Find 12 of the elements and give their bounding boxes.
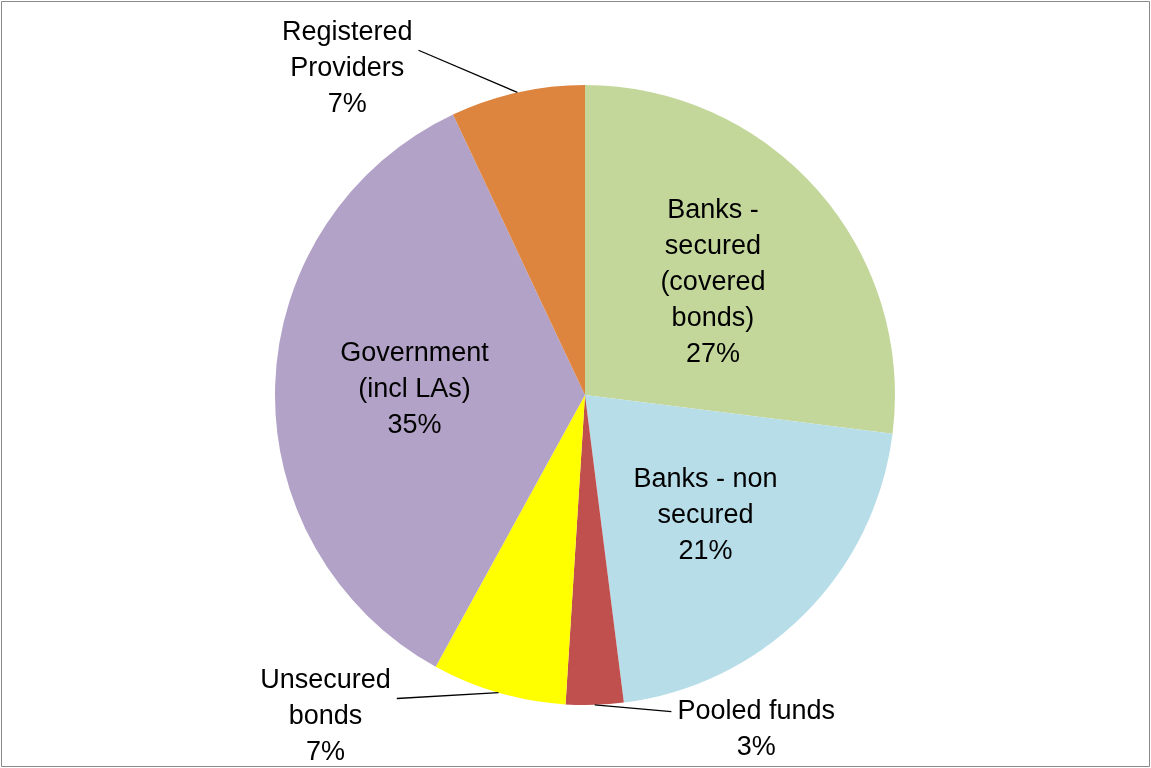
slice-label: Unsecured bonds: [260, 663, 391, 730]
data-label: 35%: [387, 409, 442, 440]
slice-label: Government (incl LAs): [340, 337, 490, 404]
data-label: 21%: [678, 535, 733, 566]
slice-label: Banks - secured (covered bonds): [660, 193, 766, 332]
slice-label: Registered Providers: [281, 15, 413, 82]
slice-label: Pooled funds: [677, 695, 836, 726]
data-label: 3%: [736, 731, 776, 762]
data-label: 7%: [327, 87, 367, 118]
data-label: 27%: [685, 337, 740, 368]
data-label: 7%: [306, 735, 346, 766]
slice-label: Banks - non secured: [633, 463, 778, 530]
